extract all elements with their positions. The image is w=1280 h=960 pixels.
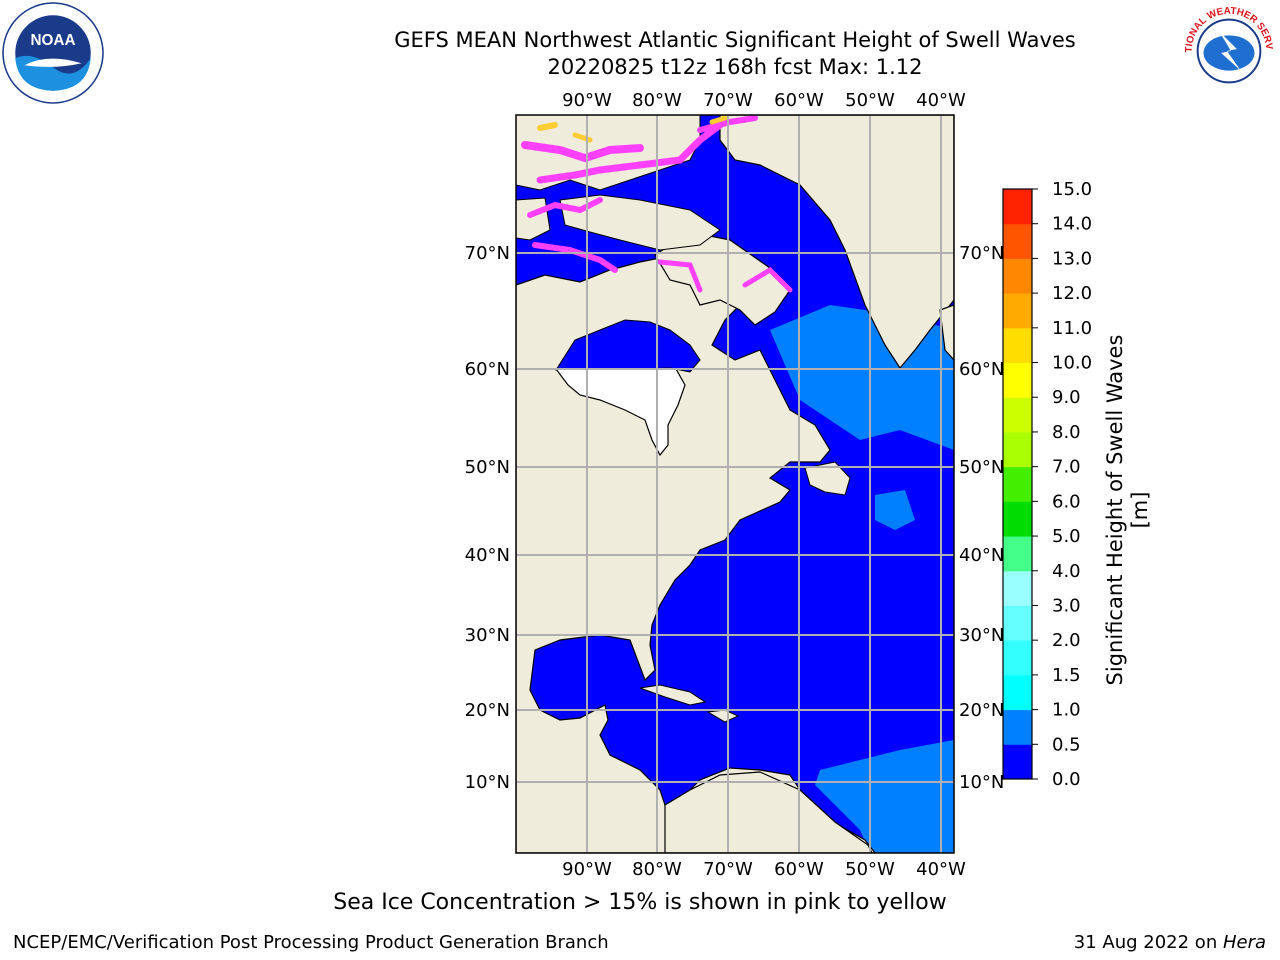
footer-date-text: 31 Aug 2022 on [1073, 932, 1223, 953]
footer-credit: NCEP/EMC/Verification Post Processing Pr… [13, 932, 609, 953]
colorbar-tick-label: 2.0 [1052, 630, 1081, 651]
lon-label: 60°W [774, 859, 824, 880]
lon-label: 50°W [845, 90, 895, 111]
lon-label: 70°W [703, 859, 753, 880]
colorbar-tick-label: 14.0 [1052, 214, 1092, 235]
colorbar-tick-label: 6.0 [1052, 491, 1081, 512]
colorbar-tick-label: 13.0 [1052, 248, 1092, 269]
land-baffin [654, 231, 791, 326]
lon-label: 40°W [916, 859, 966, 880]
colorbar-tick-label: 9.0 [1052, 387, 1081, 408]
colorbar-tick-label: 1.5 [1052, 665, 1081, 686]
colorbar-segment [1003, 397, 1032, 433]
colorbar-segment [1003, 189, 1032, 225]
lat-label: 10°N [465, 772, 510, 793]
lat-label: 30°N [959, 625, 1004, 646]
lat-labels-right: 70°N 60°N 50°N 40°N 30°N 20°N 10°N [959, 243, 1004, 793]
colorbar-segment [1003, 223, 1032, 259]
colorbar-tick-label: 8.0 [1052, 422, 1081, 443]
colorbar-segment [1003, 536, 1032, 572]
lon-label: 60°W [774, 90, 824, 111]
lat-label: 20°N [959, 700, 1004, 721]
lon-label: 40°W [916, 90, 966, 111]
colorbar-segment [1003, 674, 1032, 711]
lon-labels-top: 90°W 80°W 70°W 60°W 50°W 40°W [562, 90, 966, 111]
colorbar-segment [1003, 744, 1032, 780]
swell-zone-mid-central [875, 490, 915, 530]
chart-title: GEFS MEAN Northwest Atlantic Significant… [394, 28, 1076, 52]
colorbar-frame [1002, 188, 1033, 780]
lon-label: 50°W [845, 859, 895, 880]
lon-labels-bottom: 90°W 80°W 70°W 60°W 50°W 40°W [562, 859, 966, 880]
lon-label: 90°W [562, 859, 612, 880]
lat-label: 60°N [465, 359, 510, 380]
colorbar-tick-label: 3.0 [1052, 595, 1081, 616]
colorbar-segment [1003, 327, 1032, 364]
nws-logo-bolt [1219, 31, 1241, 71]
colorbar-segment [1003, 362, 1032, 398]
sea-ice-note: Sea Ice Concentration > 15% is shown in … [333, 890, 947, 915]
noaa-logo-text: NOAA [31, 32, 76, 49]
nws-logo: NATIONAL WEATHER SERVICE [1180, 2, 1277, 99]
colorbar: 0.0 0.5 1.0 1.5 2.0 3.0 4.0 5.0 6.0 7.0 8.0 9.0 10.0… [1002, 179, 1092, 790]
colorbar-tick-label: 0.0 [1052, 769, 1081, 790]
footer-host: Hera [1222, 932, 1266, 953]
colorbar-segment [1003, 258, 1032, 294]
lat-label: 10°N [959, 772, 1004, 793]
colorbar-tick-label: 7.0 [1052, 457, 1081, 478]
land-arctic-islands-2 [559, 194, 721, 251]
lat-label: 50°N [465, 457, 510, 478]
lat-label: 20°N [465, 700, 510, 721]
swell-zone-mid-tropical [815, 740, 954, 853]
noaa-logo-gull [24, 58, 82, 67]
land-newfoundland [804, 461, 851, 496]
colorbar-segment [1003, 501, 1032, 537]
colorbar-segment [1003, 466, 1032, 502]
lon-label: 90°W [562, 90, 612, 111]
colorbar-label: Significant Height of Swell Waves [m] [1103, 334, 1152, 686]
map-grid [516, 115, 954, 853]
sea-ice [521, 115, 793, 293]
lon-label: 80°W [632, 90, 682, 111]
lat-label: 40°N [465, 545, 510, 566]
lat-label: 70°N [465, 243, 510, 264]
colorbar-tick-label: 4.0 [1052, 561, 1081, 582]
lat-label: 30°N [465, 625, 510, 646]
chart-subtitle: 20220825 t12z 168h fcst Max: 1.12 [547, 55, 923, 79]
colorbar-segment [1003, 640, 1032, 676]
colorbar-segment [1003, 293, 1032, 329]
colorbar-segment [1003, 709, 1032, 745]
colorbar-segment [1003, 605, 1032, 641]
colorbar-tick-label: 12.0 [1052, 283, 1092, 304]
colorbar-tick-label: 15.0 [1052, 179, 1092, 200]
map-area [516, 115, 954, 853]
colorbar-tick-label: 10.0 [1052, 353, 1092, 374]
lat-label: 40°N [959, 545, 1004, 566]
colorbar-segment [1003, 431, 1032, 468]
colorbar-tick-label: 0.5 [1052, 734, 1081, 755]
land-east-edge [939, 304, 954, 361]
lat-label: 70°N [959, 243, 1004, 264]
lat-labels-left: 70°N 60°N 50°N 40°N 30°N 20°N 10°N [465, 243, 510, 793]
map-frame [515, 114, 955, 854]
lat-label: 60°N [959, 359, 1004, 380]
footer-date: 31 Aug 2022 on Hera [1074, 932, 1266, 953]
colorbar-tick-label: 1.0 [1052, 700, 1081, 721]
colorbar-segment [1003, 570, 1032, 606]
lon-label: 80°W [632, 859, 682, 880]
nws-logo-cloud [1203, 35, 1255, 71]
lat-label: 50°N [959, 457, 1004, 478]
colorbar-tick-label: 5.0 [1052, 526, 1081, 547]
noaa-logo: NOAA [2, 2, 104, 104]
colorbar-tick-label: 11.0 [1052, 318, 1092, 339]
lon-label: 70°W [703, 90, 753, 111]
